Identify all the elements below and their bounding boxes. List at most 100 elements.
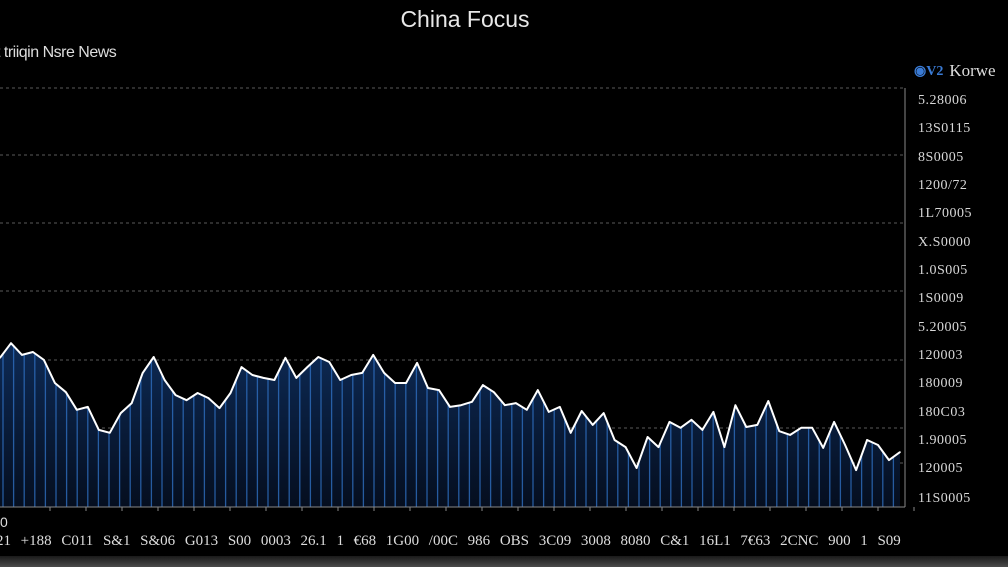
data-point — [328, 361, 331, 363]
data-point — [394, 382, 396, 384]
x-tick-label: C&1 — [660, 533, 690, 549]
data-point — [130, 402, 133, 404]
data-point — [108, 432, 111, 434]
y-tick-label: 5.28006 — [918, 93, 967, 108]
x-tick-label: 2CNC — [780, 533, 819, 549]
data-point — [273, 379, 276, 381]
y-tick-label: 1.90005 — [918, 433, 967, 448]
x-tick-label: G013 — [184, 533, 219, 549]
x-tick-label: €68 — [353, 533, 377, 549]
data-point — [87, 406, 89, 408]
data-point — [800, 427, 803, 429]
data-point — [0, 357, 1, 359]
data-point — [624, 446, 627, 448]
y-tick-label: 13S0115 — [918, 121, 971, 136]
data-point — [712, 411, 715, 413]
x-tick-label: OBS — [499, 533, 530, 549]
y-tick-label: 8S0005 — [918, 150, 964, 165]
x-tick-label: 7€63 — [740, 533, 771, 549]
y-tick-label: 180009 — [918, 376, 963, 391]
data-point — [756, 424, 759, 426]
data-point — [580, 410, 583, 412]
data-point — [866, 439, 868, 441]
data-point — [65, 391, 67, 393]
chart-title: China Focus — [400, 6, 530, 32]
legend: ◉V2 Korwe — [914, 61, 996, 81]
data-point — [284, 357, 287, 359]
data-point — [438, 389, 440, 391]
data-point — [306, 366, 309, 368]
data-point — [734, 404, 737, 406]
x-tick-labels: 21 +188 C011 S&1 S&06 G013 S00 0003 26.1 1 €68 1G00… — [0, 533, 901, 550]
data-point — [229, 392, 232, 394]
x-tick-label: C011 — [61, 533, 94, 549]
data-point — [43, 359, 45, 361]
area-fill — [0, 343, 900, 507]
data-point — [10, 342, 12, 344]
data-point — [251, 374, 254, 376]
data-point — [174, 394, 177, 396]
x-tick-label: S00 — [227, 533, 252, 549]
y-tick-label: 180C03 — [918, 405, 966, 420]
x-tick-label: 1 — [860, 533, 868, 549]
data-point — [646, 436, 649, 438]
data-point — [515, 402, 517, 404]
data-point — [482, 384, 484, 386]
data-point — [569, 432, 572, 434]
data-point — [778, 430, 781, 432]
x-tick-label: S&06 — [140, 533, 176, 549]
data-point — [295, 377, 298, 379]
x-tick-label: +188 — [20, 533, 52, 549]
data-point — [405, 382, 407, 384]
data-point — [493, 391, 495, 393]
data-point — [701, 429, 704, 431]
data-point — [855, 469, 857, 471]
y-tick-label: 1S0009 — [918, 291, 964, 306]
chart-subtitle: t triiqin Nsre News — [0, 44, 117, 61]
data-point — [789, 434, 792, 436]
data-point — [833, 421, 835, 423]
data-point — [185, 399, 188, 401]
x-tick-label: 16L1 — [699, 533, 731, 549]
x-tick-label: 1G00 — [385, 533, 420, 549]
data-point — [526, 408, 528, 411]
data-point — [427, 387, 429, 389]
data-point — [591, 424, 594, 426]
data-point — [416, 362, 418, 364]
bottom-scrollbar — [0, 556, 1008, 567]
data-point — [471, 401, 473, 403]
y-tick-label: 1200/72 — [918, 178, 968, 193]
data-point — [76, 408, 78, 411]
data-point — [811, 427, 813, 429]
data-point — [657, 446, 660, 448]
x-tick-label: 8080 — [620, 533, 651, 549]
x-tick-label: S&1 — [102, 533, 131, 549]
y-tick-label: 1.0S005 — [918, 263, 968, 278]
data-point — [152, 356, 155, 358]
data-point — [207, 397, 210, 399]
data-point — [350, 374, 353, 376]
x-tick-label: 1 — [336, 533, 344, 549]
x-tick-label: 900 — [828, 533, 851, 549]
x-tick-label: 986 — [467, 533, 491, 549]
x-tick-label: S09 — [877, 533, 901, 549]
data-point — [262, 377, 265, 379]
data-point — [504, 404, 506, 406]
data-point — [899, 451, 901, 453]
data-point — [844, 444, 846, 446]
data-point — [383, 372, 385, 374]
data-point — [339, 379, 342, 381]
x-tick-label: /00C — [428, 533, 458, 549]
data-point — [635, 467, 638, 469]
y-tick-label: 1L70005 — [918, 206, 973, 221]
data-point — [119, 412, 122, 414]
data-point — [97, 429, 100, 431]
data-point — [745, 426, 748, 428]
data-point — [218, 407, 221, 409]
y-tick-label: 120005 — [918, 461, 963, 476]
x-tick-label: 0003 — [260, 533, 291, 549]
data-point — [668, 421, 671, 423]
data-point — [877, 444, 879, 446]
data-point — [602, 412, 605, 414]
